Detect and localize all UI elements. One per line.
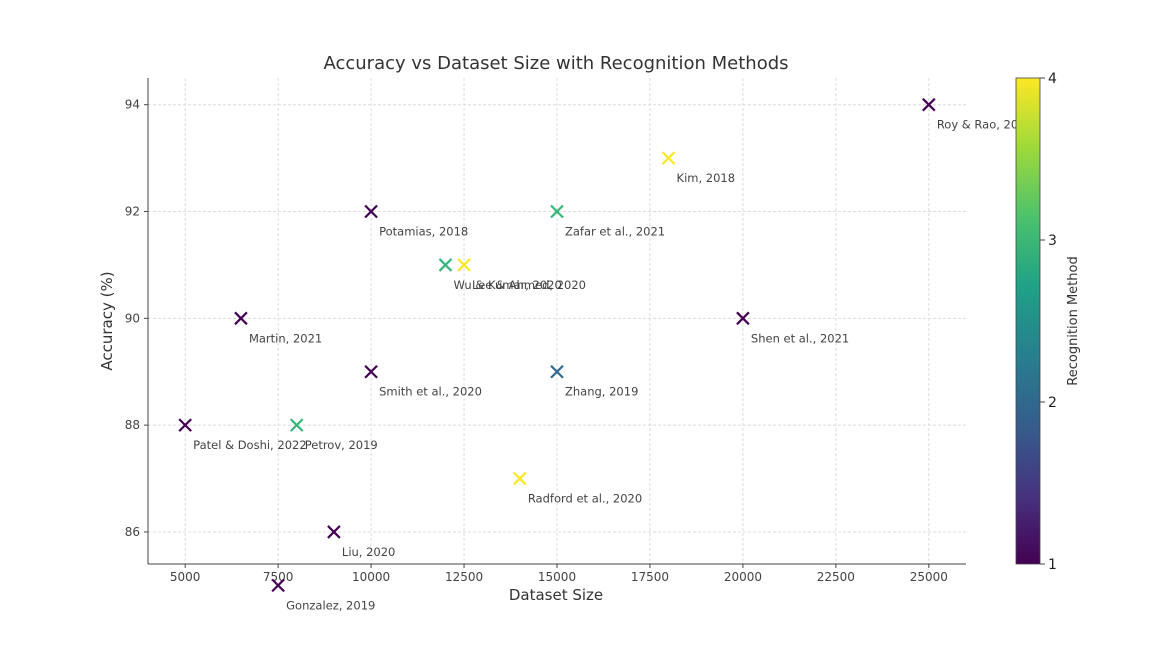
point-label: Zhang, 2019	[565, 385, 638, 399]
y-tick-label: 86	[125, 525, 140, 539]
grid	[148, 78, 966, 564]
data-point	[364, 364, 378, 379]
y-tick-label: 88	[125, 418, 140, 432]
x-tick-label: 15000	[538, 570, 576, 584]
x-tick-label: 25000	[910, 570, 948, 584]
colorbar-tick-label: 2	[1048, 395, 1057, 411]
data-point	[550, 364, 564, 379]
point-label: Potamias, 2018	[379, 225, 468, 239]
x-axis-label: Dataset Size	[509, 586, 603, 604]
x-tick-label: 10000	[352, 570, 390, 584]
data-point	[922, 97, 936, 112]
colorbar-tick-label: 1	[1048, 557, 1057, 573]
x-tick-label: 7500	[263, 570, 294, 584]
colorbar-tick-label: 4	[1048, 71, 1057, 87]
colorbar-gradient	[1015, 77, 1041, 565]
colorbar-ticks: 1 2 3 4	[1040, 71, 1057, 573]
data-point	[271, 578, 285, 593]
x-tick-label: 12500	[445, 570, 483, 584]
point-labels: Patel & Doshi, 2022 Martin, 2021 Gonzalez,…	[193, 118, 1033, 613]
point-label: Roy & Rao, 2021	[937, 118, 1033, 132]
point-label: Zafar et al., 2021	[565, 225, 665, 239]
data-point	[234, 311, 248, 326]
point-label: Lee & Ahmed, 2020	[472, 278, 586, 292]
y-axis-label: Accuracy (%)	[98, 271, 116, 370]
axes: 5000 7500 10000 12500 15000 17500 20000 22500 25…	[125, 78, 966, 584]
y-tick-label: 94	[125, 98, 140, 112]
point-label: Radford et al., 2020	[528, 492, 642, 506]
data-point	[550, 204, 564, 219]
data-point	[661, 151, 676, 165]
point-label: Gonzalez, 2019	[286, 598, 375, 612]
y-tick-label: 90	[125, 311, 140, 325]
x-tick-label: 17500	[631, 570, 669, 584]
point-label: Liu, 2020	[342, 545, 395, 559]
x-tick-label: 5000	[170, 570, 201, 584]
point-label: Shen et al., 2021	[751, 331, 849, 345]
data-point	[289, 418, 304, 432]
data-point	[178, 418, 192, 432]
point-label: Kim, 2018	[677, 171, 736, 185]
point-label: Martin, 2021	[249, 331, 322, 345]
x-tick-label: 22500	[817, 570, 855, 584]
colorbar-label: Recognition Method	[1066, 256, 1081, 385]
data-point	[457, 258, 471, 272]
data-point	[736, 311, 750, 326]
point-label: Wu & Kumar, 2020	[453, 278, 561, 292]
data-points	[178, 97, 936, 593]
y-tick-label: 92	[125, 205, 140, 219]
point-label: Smith et al., 2020	[379, 385, 482, 399]
x-tick-label: 20000	[724, 570, 762, 584]
chart-title: Accuracy vs Dataset Size with Recognitio…	[323, 53, 788, 74]
colorbar-tick-label: 3	[1048, 233, 1057, 249]
point-label: Petrov, 2019	[305, 438, 378, 452]
data-point	[438, 258, 453, 272]
data-point	[364, 204, 378, 219]
colorbar: 1 2 3 4 Recognition Method	[1015, 71, 1081, 573]
data-point	[327, 525, 341, 539]
point-label: Patel & Doshi, 2022	[193, 438, 306, 452]
data-point	[513, 471, 527, 486]
